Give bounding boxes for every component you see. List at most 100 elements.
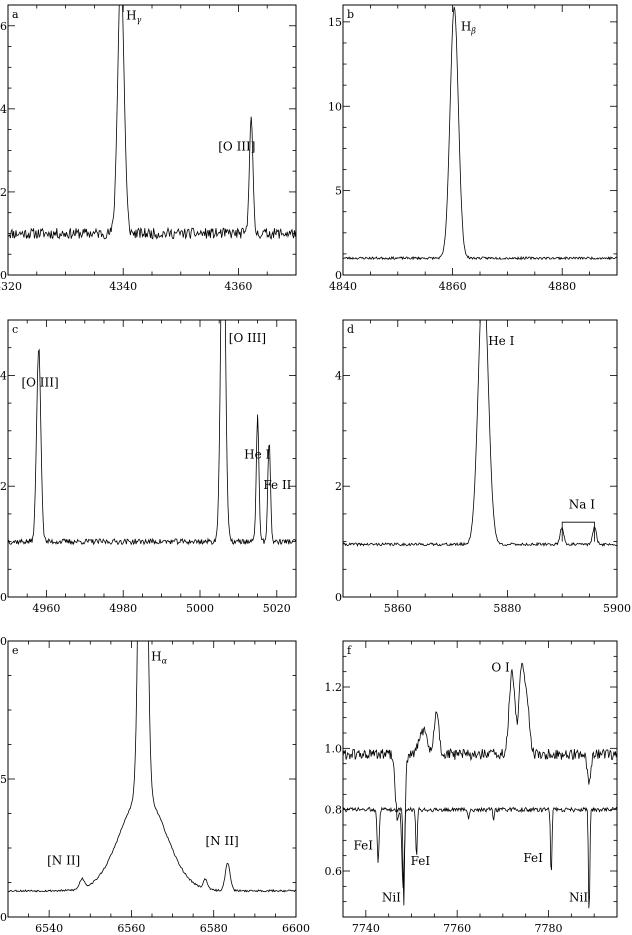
spectrum-line-a <box>8 5 296 240</box>
x-tick-label: 4320 <box>0 280 22 293</box>
line-annotation: FeI <box>354 839 374 853</box>
y-tick-label: 0 <box>0 591 7 604</box>
x-tick-label: 5880 <box>493 602 521 615</box>
y-tick-label: 0 <box>335 591 342 604</box>
y-tick-label: 5 <box>0 773 7 786</box>
line-annotation: Hγ <box>126 9 141 25</box>
annotation-text: H <box>151 649 161 663</box>
x-tick-label: 7780 <box>535 922 563 935</box>
x-tick-label: 4980 <box>109 602 137 615</box>
annotation-text: Na I <box>569 497 595 511</box>
panel-letter: d <box>347 323 354 336</box>
line-annotation: Hα <box>151 649 167 665</box>
line-annotation: [N II] <box>205 834 238 848</box>
y-tick-label: 10 <box>0 635 7 648</box>
x-tick-label: 5860 <box>384 602 412 615</box>
annotation-text: Fe II <box>263 478 291 492</box>
panel-c: 4960 4980 5000 5020 0 2 4 c [O III] [O III] He I Fe… <box>0 319 297 615</box>
y-tick-label: 4 <box>0 369 7 382</box>
spectrum-line-f-2 <box>343 806 617 909</box>
line-annotation: Hβ <box>461 19 476 35</box>
annotation-text: FeI <box>523 851 543 865</box>
line-annotation: NiI <box>382 891 401 905</box>
line-annotation: O I <box>491 661 510 675</box>
line-annotation: NiI <box>569 891 588 905</box>
line-annotation: [O III] <box>21 375 58 389</box>
x-tick-label: 6600 <box>282 922 310 935</box>
line-annotation: He I <box>488 334 514 348</box>
annotation-text: FeI <box>354 839 374 853</box>
annotation-text: [O III] <box>21 375 58 389</box>
annotation-text: He I <box>488 334 514 348</box>
annotation-text: O I <box>491 661 510 675</box>
x-tick-label: 6560 <box>117 922 145 935</box>
panel-f: 7740 7760 7780 0.6 0.8 1.0 1.2 f O I FeI FeI NiI FeI… <box>325 640 618 935</box>
annotation-text: [N II] <box>47 854 80 868</box>
annotation-text: He I <box>244 448 270 462</box>
x-tick-label: 4960 <box>32 602 60 615</box>
y-tick-label: 10 <box>328 100 342 113</box>
line-annotation: [O III] <box>218 139 255 153</box>
panel-letter: e <box>12 644 19 657</box>
line-annotation: He I <box>244 448 270 462</box>
y-tick-label: 2 <box>0 480 7 493</box>
annotation-text: H <box>126 9 136 23</box>
annotation-text: NiI <box>569 891 588 905</box>
y-tick-label: 1.2 <box>325 681 343 694</box>
y-tick-label: 5 <box>335 185 342 198</box>
annotation-text: FeI <box>411 854 431 868</box>
annotation-text: [O III] <box>218 139 255 153</box>
y-tick-label: 0 <box>0 269 7 282</box>
y-tick-label: 4 <box>0 103 7 116</box>
doublet-bracket <box>561 521 595 542</box>
y-tick-label: 6 <box>0 20 7 33</box>
y-tick-label: 2 <box>335 480 342 493</box>
x-tick-label: 4880 <box>548 280 576 293</box>
y-tick-label: 0 <box>0 911 7 924</box>
y-tick-label: 4 <box>335 369 342 382</box>
annotation-text: [N II] <box>205 834 238 848</box>
line-annotation: [O III] <box>229 331 266 345</box>
y-tick-label: 15 <box>328 16 342 29</box>
x-tick-label: 5020 <box>263 602 291 615</box>
panel-letter: c <box>12 323 18 336</box>
spectrum-line-e <box>8 641 296 893</box>
x-tick-label: 4340 <box>109 280 137 293</box>
plot-frame <box>7 640 297 918</box>
x-tick-label: 5000 <box>186 602 214 615</box>
line-annotation: Fe II <box>263 478 291 492</box>
plot-frame <box>342 4 618 276</box>
spectrum-line-b <box>343 6 617 261</box>
annotation-subscript: α <box>162 656 168 665</box>
x-tick-label: 4360 <box>224 280 252 293</box>
annotation-text: [O III] <box>229 331 266 345</box>
spectrum-line-c <box>8 320 296 546</box>
panel-b: 4840 4860 4880 0 5 10 15 b Hβ <box>328 4 618 293</box>
y-tick-label: 2 <box>0 186 7 199</box>
panel-e: 6540 6560 6580 6600 0 5 10 e Hα [N II] [N II] <box>0 635 310 935</box>
spectrum-line-f-1 <box>343 662 617 888</box>
x-tick-label: 6580 <box>200 922 228 935</box>
annotation-subscript: β <box>470 26 476 35</box>
spectrum-line-d <box>343 320 617 547</box>
x-tick-label: 7760 <box>443 922 471 935</box>
x-tick-label: 4840 <box>329 280 357 293</box>
annotation-text: NiI <box>382 891 401 905</box>
line-annotation: FeI <box>411 854 431 868</box>
y-tick-label: 0.6 <box>325 865 343 878</box>
panel-letter: f <box>347 644 352 657</box>
plot-frame <box>342 319 618 598</box>
x-tick-label: 6540 <box>35 922 63 935</box>
annotation-text: H <box>461 19 471 33</box>
x-tick-label: 7740 <box>352 922 380 935</box>
y-tick-label: 0.8 <box>325 804 343 817</box>
panel-a: 4320 4340 4360 0 2 4 6a Hγ [O III] <box>0 4 297 293</box>
plot-frame <box>342 640 618 918</box>
panel-letter: b <box>347 8 354 21</box>
panel-d: 5860 5880 5900 0 2 4 d He I Na I <box>335 319 631 615</box>
annotation-subscript: γ <box>137 16 142 25</box>
line-annotation: Na I <box>569 497 595 511</box>
line-annotation: FeI <box>523 851 543 865</box>
x-tick-label: 4860 <box>439 280 467 293</box>
